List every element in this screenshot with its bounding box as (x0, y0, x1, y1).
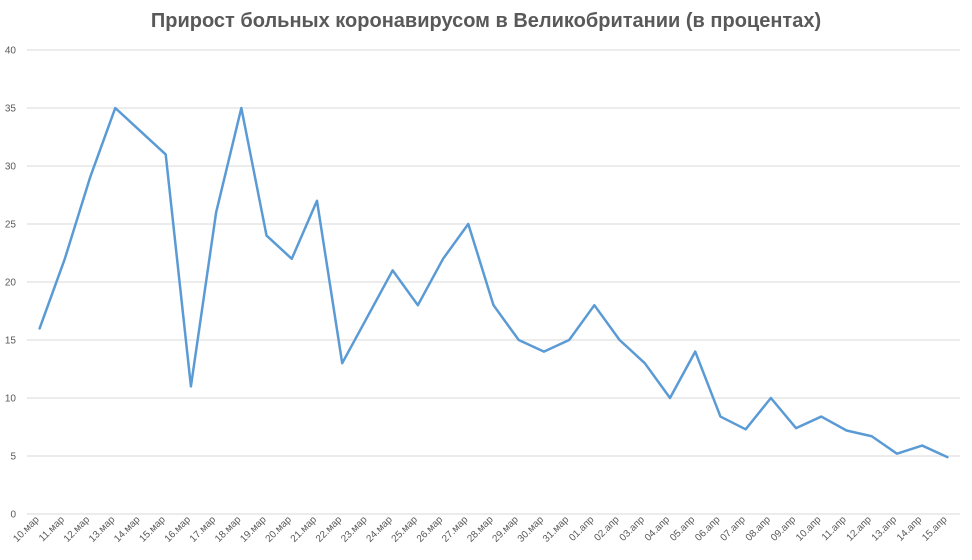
x-tick-label: 10.апр (794, 514, 824, 544)
x-tick-label: 07.апр (718, 514, 748, 544)
x-axis-ticks: 10.мар11.мар12.мар13.мар14.мар15.мар16.м… (11, 514, 949, 545)
x-tick-label: 05.апр (668, 514, 698, 544)
x-tick-label: 09.апр (769, 514, 799, 544)
series-layer (38, 106, 949, 459)
x-tick-label: 25.мар (390, 514, 421, 545)
y-axis-ticks: 0 5 10 15 20 25 30 35 40 (5, 46, 17, 521)
x-tick-label: 24.мар (364, 514, 395, 545)
x-tick-label: 18.мар (213, 514, 244, 545)
x-tick-label: 28.мар (465, 514, 496, 545)
x-tick-label: 08.апр (744, 514, 774, 544)
y-tick-label: 25 (5, 220, 17, 231)
x-tick-label: 13.апр (870, 514, 900, 544)
y-tick-label: 0 (10, 510, 16, 521)
x-tick-label: 15.апр (920, 514, 950, 544)
x-tick-label: 14.апр (895, 514, 925, 544)
x-tick-label: 29.мар (490, 514, 521, 545)
y-tick-label: 30 (5, 162, 17, 173)
x-tick-label: 21.мар (289, 514, 320, 545)
x-tick-label: 31.мар (541, 514, 572, 545)
x-tick-label: 13.мар (87, 514, 118, 545)
x-tick-label: 11.апр (820, 514, 849, 543)
chart-title: Прирост больных коронавирусом в Великобр… (150, 10, 822, 32)
x-tick-label: 04.апр (643, 514, 673, 544)
x-tick-label: 06.апр (693, 514, 723, 544)
x-tick-label: 12.мар (62, 514, 93, 545)
y-tick-label: 20 (5, 278, 17, 289)
gridlines (27, 49, 960, 515)
x-tick-label: 12.апр (845, 514, 875, 544)
y-tick-label: 40 (5, 46, 17, 57)
x-tick-label: 20.мар (264, 514, 295, 545)
x-tick-label: 16.мар (163, 514, 194, 545)
x-tick-label: 26.мар (415, 514, 446, 545)
x-tick-label: 17.мар (188, 514, 219, 545)
x-tick-label: 30.мар (516, 514, 547, 545)
y-tick-label: 35 (5, 104, 17, 115)
x-tick-label: 14.мар (112, 514, 143, 545)
x-tick-label: 03.апр (618, 514, 648, 544)
y-tick-label: 10 (5, 394, 17, 405)
series-line (38, 106, 949, 459)
x-tick-label: 22.мар (314, 514, 345, 545)
x-tick-label: 27.мар (440, 514, 471, 545)
x-tick-label: 19.мар (238, 514, 269, 545)
y-tick-label: 15 (5, 336, 17, 347)
x-tick-label: 15.мар (137, 514, 168, 545)
x-tick-label: 23.мар (339, 514, 370, 545)
y-tick-label: 5 (10, 452, 16, 463)
x-tick-label: 11.мар (37, 514, 67, 544)
x-tick-label: 02.апр (592, 514, 622, 544)
x-tick-label: 01.апр (567, 514, 597, 544)
